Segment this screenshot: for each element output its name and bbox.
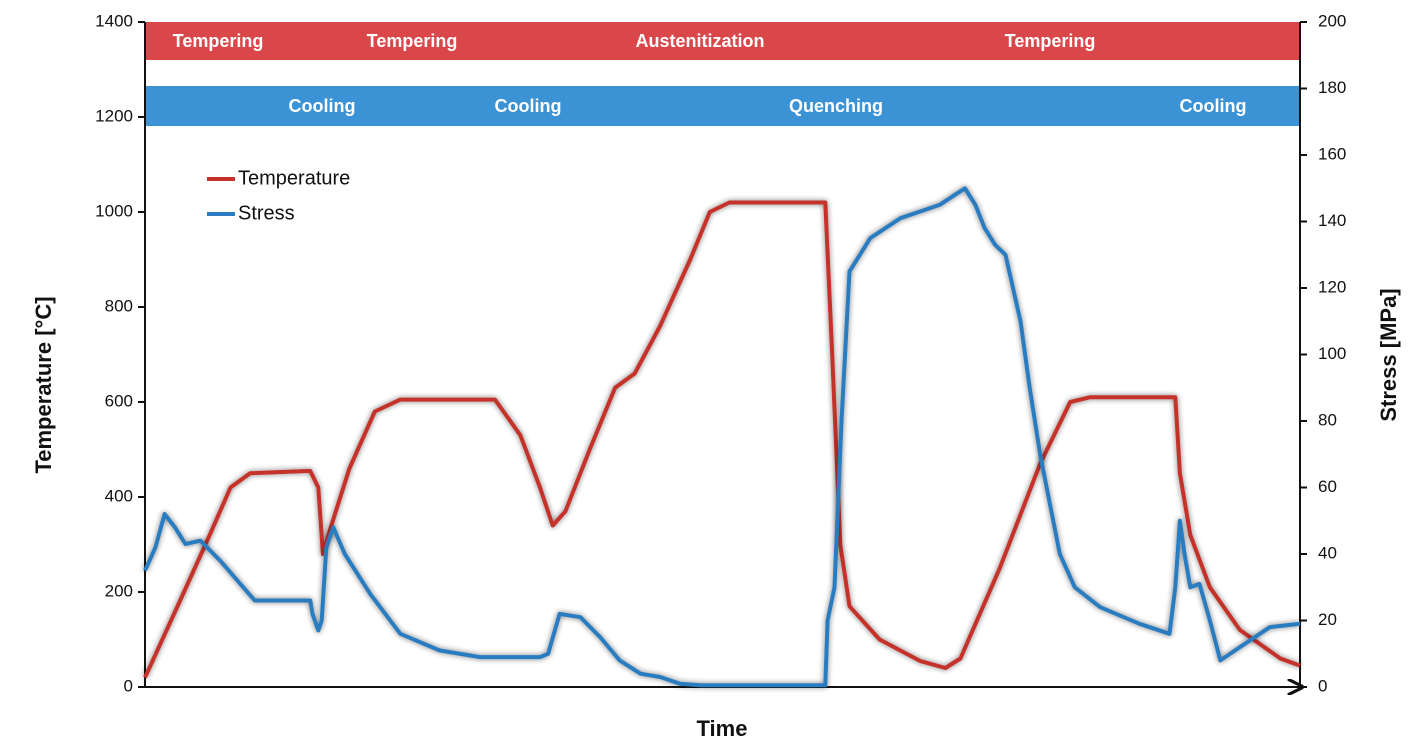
y-tick-label: 800 bbox=[105, 296, 133, 315]
y2-tick-label: 100 bbox=[1318, 344, 1346, 363]
data-line bbox=[143, 200, 1301, 679]
band-label: Quenching bbox=[789, 96, 883, 116]
y2-tick-label: 120 bbox=[1318, 277, 1346, 296]
y2-tick-label: 180 bbox=[1318, 78, 1346, 97]
legend-label: Stress bbox=[238, 202, 295, 224]
y-axis-title: Temperature [°C] bbox=[31, 296, 56, 473]
y-tick-label: 600 bbox=[105, 391, 133, 410]
y-tick-label: 1400 bbox=[95, 11, 133, 30]
band-label: Tempering bbox=[173, 31, 264, 51]
phase-band bbox=[145, 86, 1300, 126]
band-label: Tempering bbox=[1005, 31, 1096, 51]
y2-tick-label: 0 bbox=[1318, 676, 1327, 695]
y-tick-label: 1200 bbox=[95, 106, 133, 125]
y2-tick-label: 80 bbox=[1318, 410, 1337, 429]
band-label: Cooling bbox=[495, 96, 562, 116]
legend-label: Temperature bbox=[238, 167, 350, 189]
y2-tick-label: 200 bbox=[1318, 11, 1346, 30]
y2-axis-title: Stress [MPa] bbox=[1376, 288, 1401, 421]
y-tick-label: 200 bbox=[105, 581, 133, 600]
phase-band bbox=[145, 22, 1300, 60]
band-label: Tempering bbox=[367, 31, 458, 51]
band-label: Cooling bbox=[289, 96, 356, 116]
y-tick-label: 400 bbox=[105, 486, 133, 505]
x-axis-title: Time bbox=[697, 716, 748, 741]
y-tick-label: 1000 bbox=[95, 201, 133, 220]
y2-tick-label: 40 bbox=[1318, 543, 1337, 562]
y2-tick-label: 20 bbox=[1318, 610, 1337, 629]
data-line bbox=[143, 186, 1301, 688]
y-tick-label: 0 bbox=[124, 676, 133, 695]
band-label: Cooling bbox=[1180, 96, 1247, 116]
y2-tick-label: 60 bbox=[1318, 477, 1337, 496]
band-label: Austenitization bbox=[636, 31, 765, 51]
y2-tick-label: 140 bbox=[1318, 211, 1346, 230]
y2-tick-label: 160 bbox=[1318, 144, 1346, 163]
